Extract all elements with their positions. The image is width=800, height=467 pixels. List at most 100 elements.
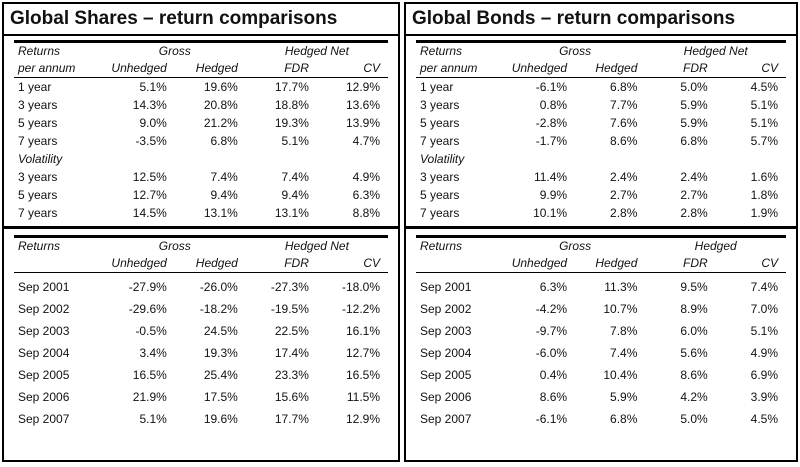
value-cell: 7.8% [610,324,638,338]
value-cell: -1.7% [535,133,568,148]
data-row: Sep 2007 5.1% 19.6% 17.7% 12.9% [14,408,388,430]
row-label: Sep 2001 [18,280,70,294]
value-cell: 7.6% [610,115,638,130]
row-label: 3 years [420,169,460,184]
value-cell: 5.1% [750,115,778,130]
value-cell: 24.5% [203,324,238,338]
data-row: 7 years 14.5% 13.1% 13.1% 8.8% [14,204,388,222]
value-cell: 2.4% [680,169,708,184]
value-cell: -3.5% [135,133,167,148]
data-row: 3 years 14.3% 20.8% 18.8% 13.6% [14,96,388,114]
value-cell: 5.9% [680,115,708,130]
value-cell: 15.6% [274,390,309,404]
row-label: Sep 2005 [18,368,70,382]
value-cell: 14.5% [132,205,167,220]
row-label: 5 years [18,115,58,130]
data-row: 7 years -1.7% 8.6% 6.8% 5.7% [416,132,786,150]
row-label: Sep 2003 [18,324,70,338]
section-row: Volatility [416,150,786,168]
value-cell: 6.8% [610,79,638,94]
value-cell: 4.5% [750,412,778,426]
value-cell: 17.4% [274,346,309,360]
value-cell: 23.3% [274,368,309,382]
value-cell: 13.9% [345,115,380,130]
value-cell: 19.3% [203,346,238,360]
value-cell: 5.9% [610,390,638,404]
header-cell: Gross [158,44,191,59]
value-cell: 4.2% [680,390,708,404]
value-cell: -12.2% [341,302,380,316]
row-label: 5 years [18,187,58,202]
data-row: 5 years -2.8% 7.6% 5.9% 5.1% [416,114,786,132]
value-cell: 10.7% [603,302,638,316]
header-cell: FDR [645,254,716,273]
data-row: Sep 2001 -27.9% -26.0% -27.3% -18.0% [14,276,388,298]
value-cell: 12.7% [345,346,380,360]
data-row: 5 years 9.0% 21.2% 19.3% 13.9% [14,114,388,132]
data-row: Sep 2001 6.3% 11.3% 9.5% 7.4% [416,276,786,298]
value-cell: 7.4% [750,280,778,294]
value-cell: 5.1% [139,412,167,426]
header-cell: Gross [559,44,592,59]
value-cell: -2.8% [535,115,568,130]
row-label: 1 year [18,79,52,94]
value-cell: 4.7% [352,133,380,148]
bonds-panel: Global Bonds – return comparisons Returns… [404,2,798,462]
value-cell: 2.8% [680,205,708,220]
row-label: Volatility [420,151,465,166]
header-cell: Hedged Net [284,44,349,59]
row-label: 7 years [18,133,58,148]
data-row: 5 years 9.9% 2.7% 2.7% 1.8% [416,186,786,204]
data-row: Sep 2004 3.4% 19.3% 17.4% 12.7% [14,342,388,364]
header-row: per annum Unhedged Hedged FDR CV [416,59,786,78]
section-row: Volatility [14,150,388,168]
value-cell: 12.5% [132,169,167,184]
value-cell: 3.9% [750,390,778,404]
data-row: Sep 2003 -9.7% 7.8% 6.0% 5.1% [416,320,786,342]
value-cell: -18.2% [199,302,238,316]
data-row: 7 years 10.1% 2.8% 2.8% 1.9% [416,204,786,222]
row-label: 7 years [18,205,58,220]
row-label: Sep 2002 [18,302,70,316]
value-cell: 4.9% [750,346,778,360]
row-label: Sep 2004 [420,346,472,360]
header-cell: Returns [420,238,463,253]
value-cell: 1.8% [750,187,778,202]
row-label: Sep 2005 [420,368,472,382]
value-cell: 25.4% [203,368,238,382]
value-cell: 5.1% [750,324,778,338]
value-cell: 6.8% [210,133,238,148]
returns-table: Returns Gross Hedged Net Unhedged Hedged FDR C… [14,234,388,431]
value-cell: 5.1% [750,97,778,112]
section-divider [406,225,796,229]
value-cell: 19.3% [274,115,309,130]
shares-panel: Global Shares – return comparisons Return… [2,2,400,462]
data-row: 3 years 11.4% 2.4% 2.4% 1.6% [416,168,786,186]
value-cell: -9.7% [535,324,568,338]
data-row: 3 years 12.5% 7.4% 7.4% 4.9% [14,168,388,186]
value-cell: 7.0% [750,302,778,316]
row-label: 3 years [420,97,460,112]
value-cell: 19.6% [203,412,238,426]
section-divider [4,225,398,229]
header-cell: Gross [158,238,191,253]
value-cell: 18.8% [274,97,309,112]
header-cell: CV [316,254,388,273]
value-cell: 0.4% [539,368,568,382]
value-cell: 7.4% [281,169,309,184]
value-cell: 10.1% [533,205,568,220]
panel-title: Global Shares – return comparisons [4,4,398,36]
value-cell: 5.9% [680,97,708,112]
header-cell: CV [715,59,786,78]
data-row: Sep 2003 -0.5% 24.5% 22.5% 16.1% [14,320,388,342]
value-cell: -18.0% [341,280,380,294]
header-cell: Hedged [174,59,246,78]
value-cell: 0.8% [539,97,568,112]
value-cell: 13.1% [203,205,238,220]
value-cell: 7.7% [610,97,638,112]
value-cell: 5.0% [680,79,708,94]
row-label: Sep 2006 [420,390,472,404]
value-cell: 6.3% [539,280,568,294]
header-row: Returns Gross Hedged Net [14,236,388,254]
